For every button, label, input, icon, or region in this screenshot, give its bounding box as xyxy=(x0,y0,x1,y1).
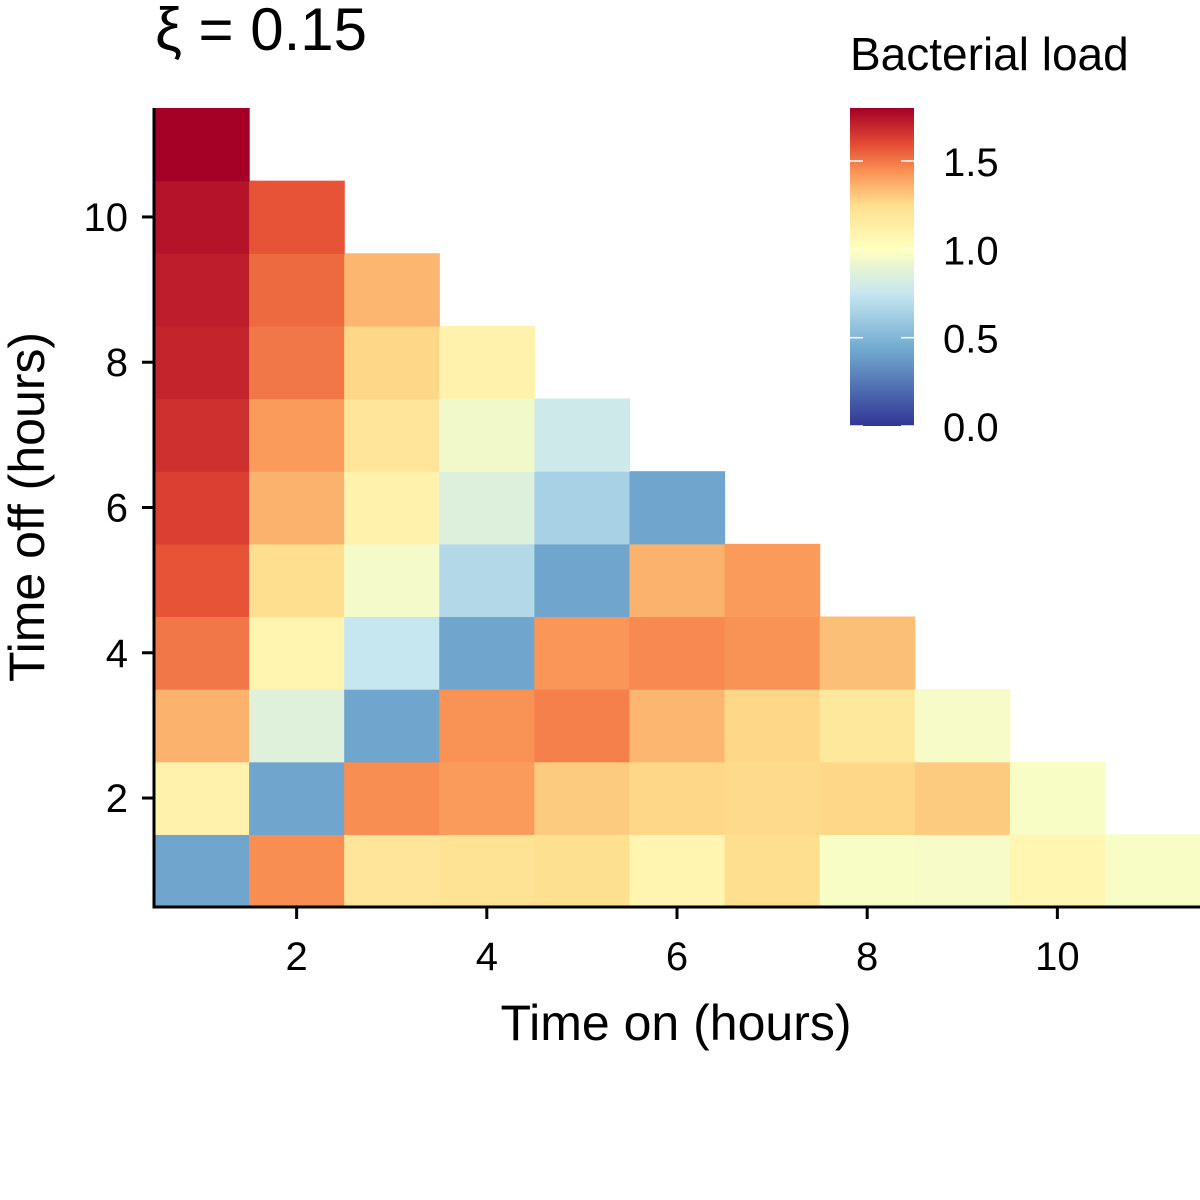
legend-tick-label: 1.0 xyxy=(943,229,999,273)
heatmap-cell xyxy=(724,761,821,835)
x-axis-ticks: 2 4 6 8 10 xyxy=(286,907,1080,979)
heatmap-cell xyxy=(914,761,1011,835)
x-tick-label: 8 xyxy=(856,935,878,979)
heatmap-cell xyxy=(1009,761,1106,835)
heatmap-cell xyxy=(344,761,440,835)
heatmap-cell xyxy=(534,543,631,618)
heatmap-cell xyxy=(1009,834,1106,908)
heatmap-cell xyxy=(439,689,535,763)
legend-tick-label: 1.5 xyxy=(943,141,999,185)
heatmap-cell xyxy=(819,761,916,835)
heatmap-cell xyxy=(534,471,631,545)
x-tick-label: 10 xyxy=(1035,935,1080,979)
heatmap-cell xyxy=(1104,834,1200,908)
y-axis-title: Time off (hours) xyxy=(0,332,55,682)
x-tick-label: 4 xyxy=(476,935,498,979)
y-tick-label: 8 xyxy=(106,341,128,385)
heatmap-cell xyxy=(249,253,345,327)
heatmap-cell xyxy=(344,398,440,472)
heatmap-cell xyxy=(249,689,345,763)
heatmap-cells xyxy=(154,108,1200,908)
heatmap-cell xyxy=(249,325,345,400)
heatmap-cell xyxy=(154,471,250,545)
heatmap-cell xyxy=(534,616,631,690)
heatmap-cell xyxy=(724,543,821,618)
heatmap-cell xyxy=(439,616,535,690)
legend-title: Bacterial load xyxy=(850,28,1129,80)
heatmap-cell xyxy=(439,325,535,400)
heatmap-cell xyxy=(249,471,345,545)
heatmap-cell xyxy=(154,834,250,908)
y-tick-label: 6 xyxy=(106,487,128,531)
heatmap-cell xyxy=(249,398,345,472)
heatmap-cell xyxy=(249,761,345,835)
heatmap-cell xyxy=(534,834,631,908)
color-legend: Bacterial load 0.0 0.5 1.0 1.5 xyxy=(850,28,1129,450)
heatmap-cell xyxy=(534,761,631,835)
heatmap-cell xyxy=(154,761,250,835)
heatmap-cell xyxy=(534,689,631,763)
heatmap-cell xyxy=(914,834,1011,908)
y-tick-label: 2 xyxy=(106,777,128,821)
heatmap-cell xyxy=(629,471,726,545)
heatmap-cell xyxy=(249,180,345,254)
heatmap-cell xyxy=(629,689,726,763)
heatmap-cell xyxy=(154,180,250,254)
heatmap-cell xyxy=(724,689,821,763)
legend-colorbar xyxy=(850,108,914,426)
heatmap-cell xyxy=(629,834,726,908)
heatmap-cell xyxy=(344,325,440,400)
heatmap-cell xyxy=(344,471,440,545)
heatmap-cell xyxy=(724,834,821,908)
legend-ticks: 0.0 0.5 1.0 1.5 xyxy=(850,141,999,450)
heatmap-cell xyxy=(439,398,535,472)
heatmap-cell xyxy=(154,689,250,763)
x-axis-title: Time on (hours) xyxy=(500,995,851,1051)
heatmap-cell xyxy=(439,543,535,618)
heatmap-cell xyxy=(344,616,440,690)
heatmap-cell xyxy=(914,689,1011,763)
chart-title: ξ = 0.15 xyxy=(155,0,367,63)
x-tick-label: 6 xyxy=(666,935,688,979)
heatmap-cell xyxy=(629,543,726,618)
heatmap-cell xyxy=(249,543,345,618)
heatmap-cell xyxy=(154,543,250,618)
heatmap-cell xyxy=(629,761,726,835)
y-axis-ticks: 2 4 6 8 10 xyxy=(84,196,154,821)
heatmap-cell xyxy=(819,616,916,690)
legend-tick-label: 0.5 xyxy=(943,318,999,362)
heatmap-cell xyxy=(344,689,440,763)
heatmap-cell xyxy=(629,616,726,690)
y-tick-label: 10 xyxy=(84,196,129,240)
heatmap-cell xyxy=(344,253,440,327)
heatmap-cell xyxy=(154,253,250,327)
heatmap-cell xyxy=(344,834,440,908)
legend-tick-label: 0.0 xyxy=(943,406,999,450)
heatmap-cell xyxy=(819,689,916,763)
heatmap-cell xyxy=(154,108,250,182)
heatmap-cell xyxy=(154,325,250,400)
heatmap-cell xyxy=(439,761,535,835)
x-tick-label: 2 xyxy=(286,935,308,979)
heatmap-cell xyxy=(439,471,535,545)
heatmap-cell xyxy=(154,398,250,472)
heatmap-cell xyxy=(439,834,535,908)
y-tick-label: 4 xyxy=(106,632,128,676)
heatmap-cell xyxy=(154,616,250,690)
heatmap-cell xyxy=(249,834,345,908)
heatmap-cell xyxy=(724,616,821,690)
heatmap-cell xyxy=(249,616,345,690)
heatmap-cell xyxy=(819,834,916,908)
heatmap-cell xyxy=(344,543,440,618)
heatmap-cell xyxy=(534,398,631,472)
